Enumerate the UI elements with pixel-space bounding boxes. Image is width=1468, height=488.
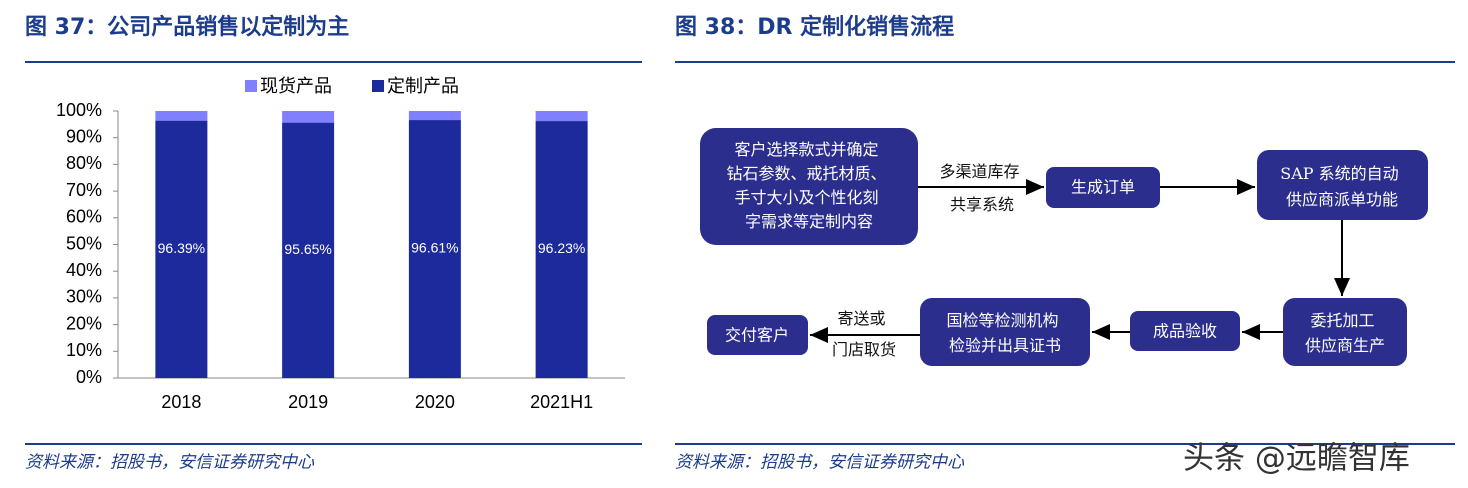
node-line: 供应商生产	[1305, 336, 1385, 355]
y-tick-label: 60%	[66, 207, 102, 227]
node-text: 客户选择款式并确定 钻石参数、戒托材质、 手寸大小及个性化刻 字需求等定制内容	[726, 140, 891, 231]
edge-label: 多渠道库存 共享系统	[939, 162, 1024, 214]
figure-title: 图 38：DR 定制化销售流程	[675, 14, 954, 40]
source: 资料来源：招股书，安信证券研究中心	[25, 453, 315, 473]
legend-label: 现货产品	[260, 76, 332, 97]
data-label: 96.61%	[411, 240, 458, 256]
x-tick-label: 2021H1	[530, 392, 593, 412]
node-text: 成品验收	[1153, 322, 1217, 341]
node: 国检等检测机构 检验并出具证书	[920, 298, 1090, 366]
node-text: SAP 系统的自动 供应商派单功能	[1280, 164, 1403, 209]
node-line: 钻石参数、戒托材质、	[726, 164, 886, 183]
node-line: 委托加工	[1310, 311, 1374, 330]
edge-line: 寄送或	[837, 309, 885, 328]
node-line: 手寸大小及个性化刻	[734, 188, 878, 207]
node-text: 生成订单	[1071, 178, 1135, 197]
y-tick-label: 50%	[66, 233, 102, 253]
node: 成品验收	[1130, 311, 1240, 351]
chart: 0% 10% 20% 30% 40% 50% 60% 70% 80% 90% 100% 2018 201…	[56, 76, 625, 412]
node-line: 客户选择款式并确定	[734, 140, 878, 159]
x-tick-label: 2018	[161, 392, 201, 412]
bar-segment	[282, 122, 335, 378]
bar-segment	[535, 111, 588, 122]
y-tick-label: 30%	[66, 287, 102, 307]
node: 交付客户	[707, 315, 808, 355]
y-tick-label: 40%	[66, 260, 102, 280]
node: 客户选择款式并确定 钻石参数、戒托材质、 手寸大小及个性化刻 字需求等定制内容	[700, 128, 918, 245]
x-tick-label: 2019	[288, 392, 328, 412]
node: SAP 系统的自动 供应商派单功能	[1257, 150, 1428, 220]
bar-segment	[408, 120, 461, 378]
bar-segment	[535, 121, 588, 378]
y-tick-label: 0%	[76, 367, 102, 387]
flow: 客户选择款式并确定 钻石参数、戒托材质、 手寸大小及个性化刻 字需求等定制内容 …	[700, 128, 1428, 366]
legend-label: 定制产品	[387, 76, 459, 97]
legend-swatch	[372, 80, 384, 92]
source: 资料来源：招股书，安信证券研究中心	[675, 453, 965, 473]
legend-swatch	[245, 80, 257, 92]
node-line: SAP 系统的自动	[1280, 164, 1398, 183]
node: 生成订单	[1046, 167, 1160, 208]
edge-label: 寄送或 门店取货	[832, 309, 896, 359]
node-text: 交付客户	[725, 326, 789, 345]
node: 委托加工 供应商生产	[1283, 298, 1407, 366]
node-text: 国检等检测机构 检验并出具证书	[946, 311, 1063, 355]
y-tick-label: 90%	[66, 126, 102, 146]
node-text: 委托加工 供应商生产	[1305, 311, 1385, 355]
y-tick-label: 100%	[56, 100, 102, 120]
bar-segment	[282, 111, 335, 123]
edge-line: 门店取货	[832, 340, 896, 359]
watermark: 头条 @远瞻智库	[1183, 441, 1410, 477]
y-tick-label: 70%	[66, 180, 102, 200]
node-line: 字需求等定制内容	[745, 212, 873, 231]
data-label: 96.39%	[158, 240, 205, 256]
data-label: 96.23%	[538, 240, 585, 256]
bar-segment	[155, 111, 208, 121]
node-line: 检验并出具证书	[949, 336, 1061, 355]
data-label: 95.65%	[284, 241, 331, 257]
figure-title: 图 37：公司产品销售以定制为主	[25, 14, 349, 40]
x-tick-label: 2020	[415, 392, 455, 412]
edge-line: 多渠道库存	[939, 162, 1019, 181]
y-tick-label: 20%	[66, 313, 102, 333]
y-tick-label: 80%	[66, 153, 102, 173]
y-tick-label: 10%	[66, 340, 102, 360]
bar-segment	[408, 111, 461, 121]
edge-line: 共享系统	[950, 195, 1014, 214]
node-line: 国检等检测机构	[946, 311, 1058, 330]
bar-segment	[155, 120, 208, 378]
node-line: 供应商派单功能	[1286, 190, 1398, 209]
